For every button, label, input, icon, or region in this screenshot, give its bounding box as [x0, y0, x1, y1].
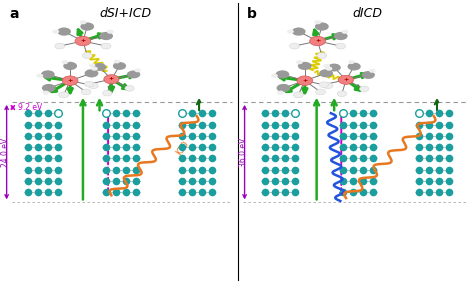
Circle shape: [55, 43, 65, 49]
Circle shape: [287, 29, 294, 34]
Circle shape: [336, 43, 346, 49]
Circle shape: [101, 43, 111, 49]
Circle shape: [315, 22, 329, 31]
Circle shape: [369, 69, 375, 73]
Circle shape: [276, 84, 291, 92]
Text: ICD: ICD: [174, 140, 191, 158]
Circle shape: [107, 30, 114, 34]
Circle shape: [102, 90, 112, 96]
Circle shape: [319, 82, 328, 87]
Circle shape: [310, 36, 326, 46]
Circle shape: [362, 71, 375, 79]
Circle shape: [84, 81, 94, 87]
Circle shape: [277, 91, 284, 95]
Circle shape: [127, 70, 140, 78]
Text: +: +: [67, 78, 73, 83]
Circle shape: [43, 91, 49, 95]
Circle shape: [293, 92, 303, 98]
Circle shape: [314, 20, 321, 24]
Circle shape: [42, 84, 56, 92]
Text: 36.0 eV: 36.0 eV: [239, 138, 248, 167]
Text: 9.2 eV: 9.2 eV: [18, 103, 42, 112]
Circle shape: [89, 63, 95, 67]
Text: +: +: [315, 38, 320, 43]
Text: dICD: dICD: [352, 7, 383, 20]
Circle shape: [323, 64, 330, 68]
Text: dSI+ICD: dSI+ICD: [100, 7, 152, 20]
Circle shape: [326, 67, 332, 71]
Circle shape: [275, 70, 289, 79]
Circle shape: [52, 29, 59, 34]
Circle shape: [317, 53, 327, 59]
Text: 24.0 eV: 24.0 eV: [1, 138, 10, 167]
Text: b: b: [246, 7, 256, 21]
Circle shape: [82, 53, 92, 59]
Circle shape: [296, 60, 303, 64]
Circle shape: [113, 59, 120, 63]
Circle shape: [134, 68, 141, 72]
Circle shape: [337, 91, 346, 97]
Text: a: a: [9, 7, 19, 21]
Circle shape: [341, 30, 348, 34]
Circle shape: [359, 86, 369, 92]
Circle shape: [80, 20, 87, 24]
Circle shape: [59, 92, 69, 98]
Circle shape: [290, 43, 300, 49]
Circle shape: [347, 63, 361, 70]
Circle shape: [99, 32, 113, 40]
Circle shape: [84, 69, 99, 78]
Circle shape: [41, 70, 55, 79]
Circle shape: [91, 67, 98, 71]
Circle shape: [348, 60, 355, 64]
Circle shape: [80, 22, 94, 31]
Text: +: +: [80, 38, 86, 43]
Text: +: +: [302, 78, 308, 83]
Circle shape: [297, 76, 313, 85]
Circle shape: [81, 89, 91, 95]
Circle shape: [316, 89, 326, 95]
Circle shape: [75, 36, 91, 46]
Circle shape: [63, 62, 77, 70]
Circle shape: [271, 74, 278, 78]
Circle shape: [104, 75, 119, 84]
Circle shape: [125, 85, 134, 91]
Circle shape: [62, 76, 78, 85]
Circle shape: [36, 74, 43, 78]
Circle shape: [334, 32, 347, 40]
Circle shape: [328, 64, 341, 72]
Circle shape: [88, 83, 98, 89]
Circle shape: [338, 75, 354, 84]
Circle shape: [93, 63, 106, 71]
Text: +: +: [343, 77, 349, 82]
Circle shape: [319, 69, 333, 78]
Circle shape: [323, 83, 333, 89]
Circle shape: [61, 60, 68, 64]
Text: +: +: [109, 76, 114, 81]
Circle shape: [57, 27, 71, 36]
Circle shape: [292, 27, 306, 36]
Circle shape: [113, 62, 126, 70]
Circle shape: [298, 62, 312, 70]
